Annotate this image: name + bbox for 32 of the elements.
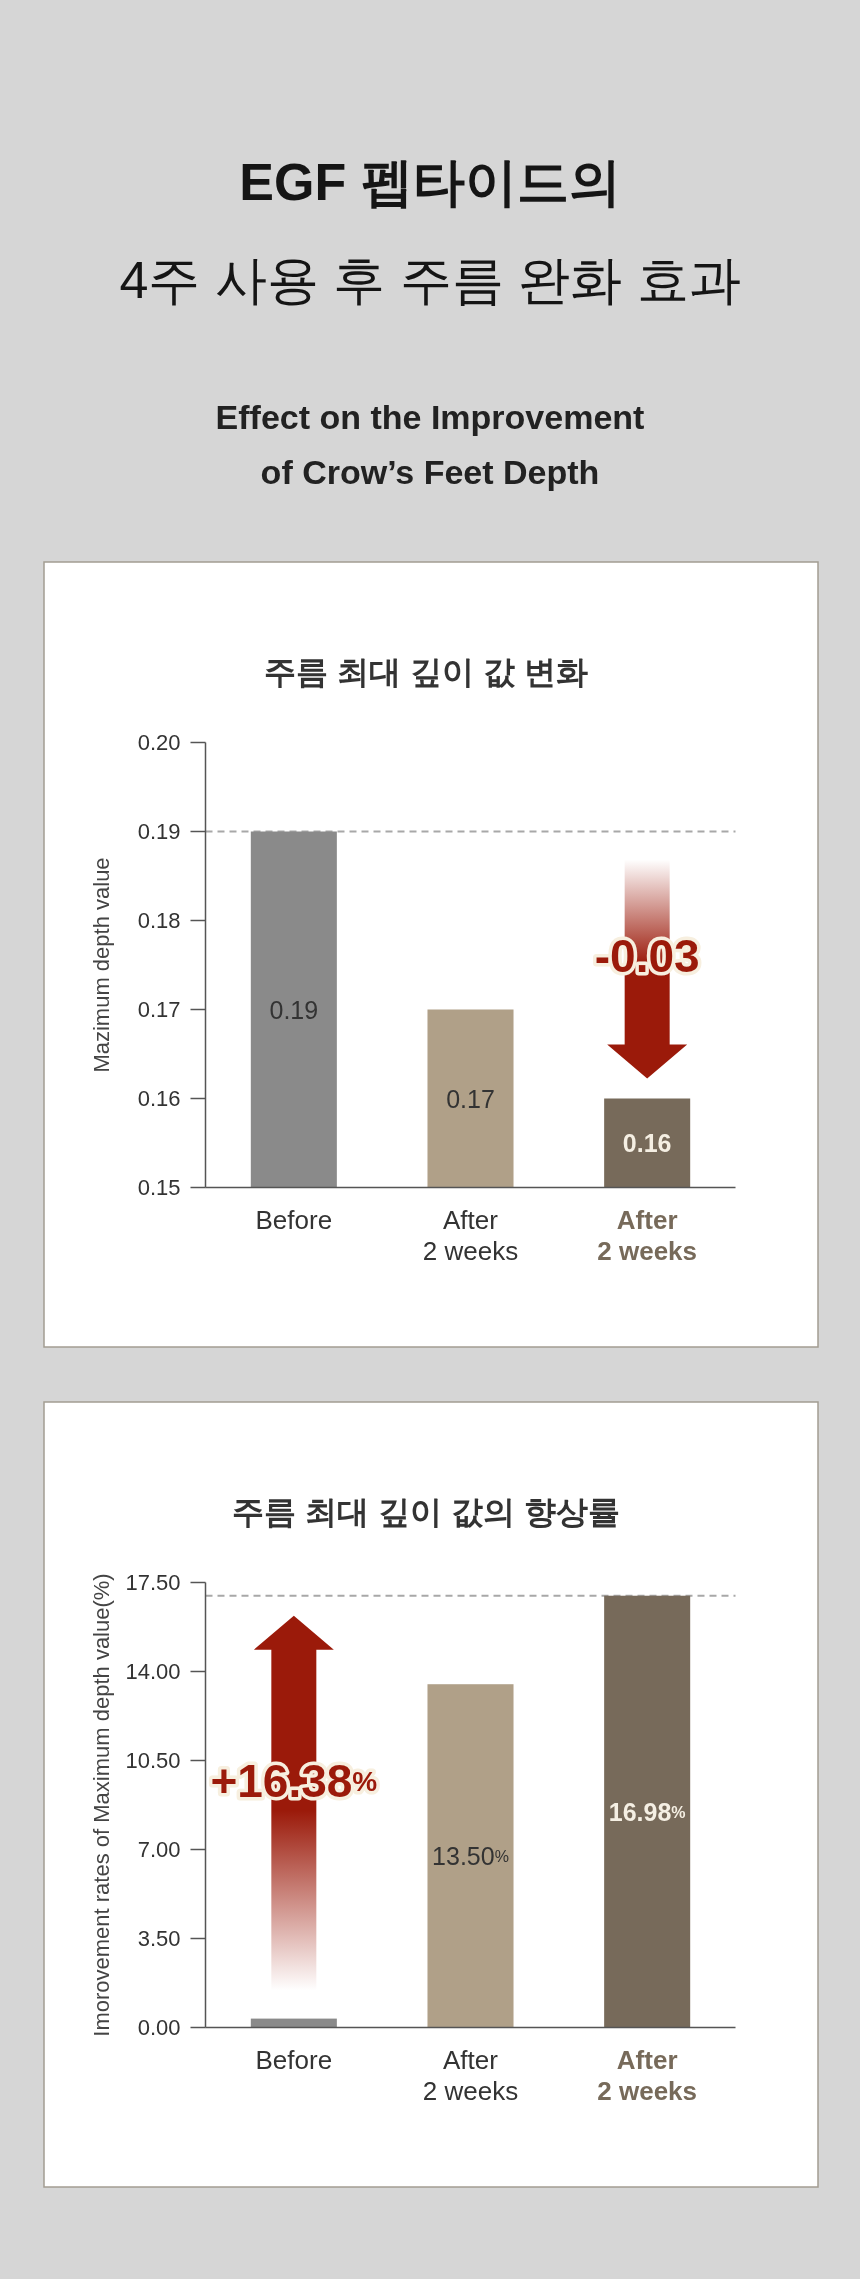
y-tick-label: 0.20	[137, 730, 181, 755]
bar	[250, 2018, 337, 2028]
x-tick-label: After 2 weeks	[422, 1205, 519, 1266]
y-tick-label: 0.15	[137, 1175, 181, 1200]
x-tick-label: Before	[255, 1205, 333, 1235]
x-tick-label: After 2 weeks	[597, 1205, 698, 1266]
y-tick-label: 3.50	[137, 1926, 181, 1951]
data-label: 0.17	[446, 1084, 495, 1113]
y-tick-label: 0.16	[137, 1086, 181, 1111]
data-label: 0.19	[269, 995, 319, 1024]
x-tick-label: After 2 weeks	[422, 2045, 519, 2106]
data-label: 13.50%	[432, 1841, 509, 1870]
chart-title: 주름 최대 깊이 값의 향상률	[232, 1494, 620, 1530]
data-label: 16.98%	[608, 1797, 686, 1826]
chart-title: 주름 최대 깊이 값 변화	[264, 654, 588, 690]
y-tick-label: 7.00	[137, 1837, 181, 1862]
text: Effect on the Improvement of Crow’s Feet Depth	[215, 398, 645, 491]
bar	[427, 1684, 514, 2028]
x-tick-label: After 2 weeks	[597, 2045, 698, 2106]
x-tick-label: Before	[255, 2045, 333, 2075]
y-axis-title: Mazimum depth value	[89, 857, 114, 1073]
data-label: 0.16	[622, 1129, 672, 1157]
y-tick-label: 0.19	[137, 819, 181, 844]
bar	[604, 1595, 691, 2028]
y-tick-label: 0.17	[137, 997, 181, 1022]
y-tick-label: 17.50	[125, 1570, 181, 1595]
text: EGF 펩타이드의 4주 사용 후 주름 완화 효과	[119, 153, 741, 309]
y-tick-label: 0.18	[137, 908, 181, 933]
y-tick-label: 0.00	[137, 2015, 181, 2040]
y-tick-label: 10.50	[125, 1748, 181, 1773]
y-axis-title: Imorovement rates of Maximum depth value(%)	[89, 1573, 114, 2037]
y-tick-label: 14.00	[125, 1659, 181, 1684]
